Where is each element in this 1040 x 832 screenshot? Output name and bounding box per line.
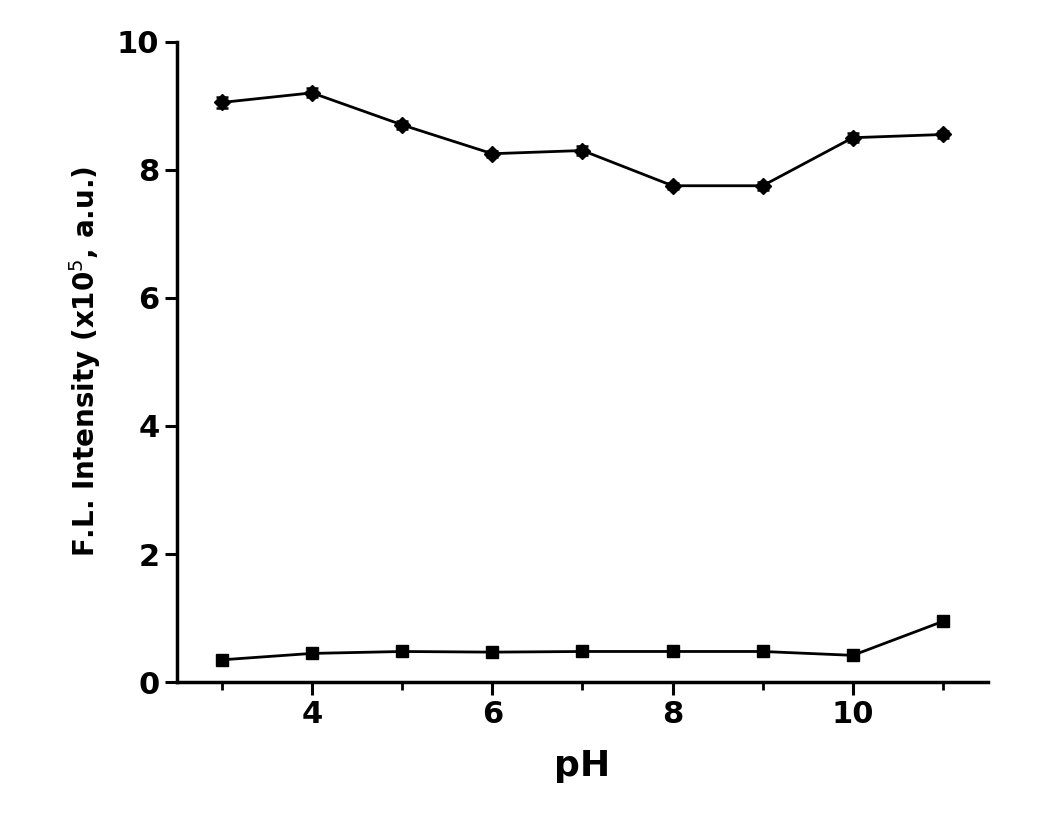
Y-axis label: F.L. Intensity (x10$^5$, a.u.): F.L. Intensity (x10$^5$, a.u.) xyxy=(68,166,103,557)
X-axis label: pH: pH xyxy=(554,750,610,784)
